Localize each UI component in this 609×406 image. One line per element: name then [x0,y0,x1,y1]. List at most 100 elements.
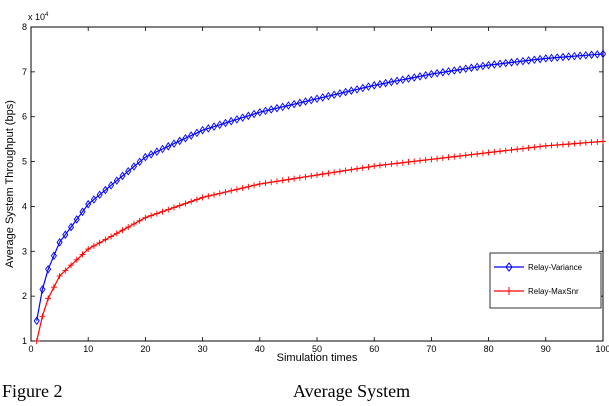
y-tick-label: 7 [22,67,27,77]
data-point-plus [571,140,578,147]
data-point-plus [434,155,441,162]
data-point-plus [153,210,160,217]
data-point-plus [565,141,572,148]
x-tick-label: 40 [255,344,265,354]
series-relay-maxsnr [33,138,606,344]
data-point-diamond [508,58,515,67]
data-point-plus [336,168,343,175]
data-point-diamond [577,51,584,60]
data-point-plus [542,142,549,149]
legend-diamond-marker [505,262,513,272]
data-point-diamond [39,285,46,294]
data-point-diamond [210,122,218,131]
data-point-diamond [582,50,589,60]
legend-label-relay-maxsnr: Relay-MaxSnr [528,287,579,296]
data-point-plus [188,198,195,205]
data-point-diamond [491,60,498,69]
data-point-diamond [588,50,595,60]
y-tick-label: 2 [22,291,27,301]
data-point-plus [554,141,561,148]
data-point-diamond [342,87,349,97]
data-point-diamond [33,316,40,326]
data-point-diamond [422,70,429,80]
y-tick-label: 5 [22,157,27,167]
data-point-plus [342,167,349,174]
data-point-plus [73,256,80,263]
data-point-diamond [399,75,406,84]
data-point-diamond [336,89,343,98]
x-tick-label: 30 [198,344,208,354]
data-point-plus [365,163,372,170]
data-point-diamond [216,120,223,130]
data-point-plus [205,193,212,200]
data-point-diamond [434,68,441,78]
data-point-plus [325,170,332,177]
data-point-diamond [474,62,481,72]
data-point-plus [376,162,383,169]
data-point-diamond [273,103,281,113]
data-point-plus [308,172,315,179]
data-point-plus [233,186,240,193]
data-point-plus [331,169,338,176]
x-tick-label: 0 [28,344,33,354]
data-point-plus [228,187,235,194]
data-point-plus [90,242,97,249]
data-point-diamond [148,150,155,159]
data-point-diamond [113,176,120,185]
ticks-layer: 0 10 20 30 40 50 60 70 80 90 100 1 2 3 4 5 6 7 8 [22,22,609,354]
data-point-diamond [222,118,229,128]
data-point-diamond [308,95,315,105]
data-point-diamond [462,64,469,73]
data-point-diamond [67,222,75,232]
data-point-plus [319,171,326,178]
data-point-plus [479,150,486,157]
data-point-diamond [239,113,246,122]
data-point-diamond [416,72,424,81]
data-point-plus [256,181,263,187]
data-point-plus [56,272,63,279]
data-point-plus [79,251,86,258]
data-point-diamond [285,101,292,110]
data-point-plus [268,179,275,186]
y-tick-label: 8 [22,22,27,32]
data-point-diamond [468,63,475,73]
data-point-plus [600,138,606,145]
data-point-plus [508,146,515,153]
data-point-diamond [90,195,97,204]
data-point-plus [182,200,189,207]
data-point-diamond [359,83,366,93]
data-point-diamond [514,57,521,67]
data-point-diamond [405,74,412,83]
y-tick-label: 6 [22,112,27,122]
data-point-plus [85,246,92,253]
data-point-plus [485,149,492,156]
y-multiplier-label: x 104 [28,12,49,22]
data-point-diamond [599,49,607,59]
data-point-diamond [159,144,166,154]
x-tick-label: 90 [541,344,551,354]
data-point-diamond [439,68,446,77]
data-point-plus [462,152,469,159]
data-point-diamond [262,106,269,116]
data-point-plus [416,157,423,164]
data-point-diamond [268,105,275,114]
data-point-plus [302,173,309,180]
data-point-diamond [73,215,80,224]
data-point-diamond [251,109,258,119]
data-point-diamond [136,157,143,167]
y-tick-label: 3 [22,246,27,256]
data-point-diamond [496,59,504,69]
data-point-diamond [279,102,286,112]
data-point-plus [193,196,200,203]
data-point-plus [497,148,504,155]
data-point-plus [411,158,418,165]
data-point-diamond [182,133,189,143]
data-point-diamond [296,98,303,108]
x-tick-label: 80 [484,344,494,354]
data-point-diamond [531,55,538,65]
data-point-plus [474,150,481,157]
data-point-diamond [348,86,355,95]
data-point-diamond [479,61,486,71]
data-point-diamond [50,251,57,261]
legend: Relay-Variance Relay-MaxSnr [489,252,602,309]
